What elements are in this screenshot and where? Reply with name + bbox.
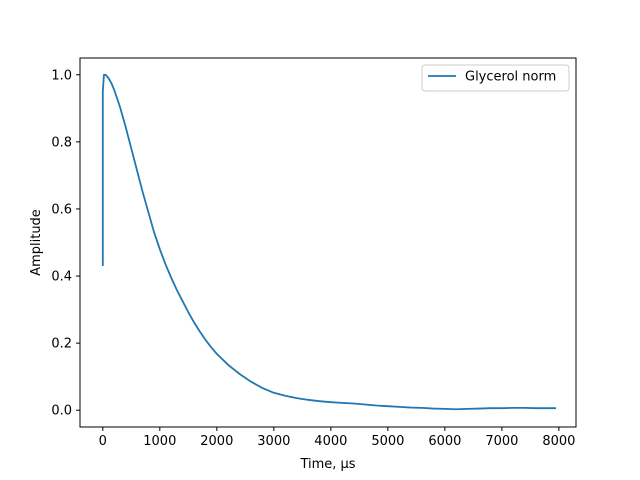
legend-label: Glycerol norm: [465, 70, 556, 85]
x-tick-label: 7000: [485, 434, 518, 449]
y-axis-ticks: 0.0 0.2 0.4 0.6 0.8 1.0: [51, 68, 80, 419]
y-tick-label: 0.2: [51, 337, 72, 352]
legend-box: [421, 64, 570, 92]
x-tick-label: 6000: [428, 434, 461, 449]
x-tick-label: 4000: [314, 434, 347, 449]
x-axis-label: Time, µs: [299, 457, 355, 472]
x-tick-label: 1000: [143, 434, 176, 449]
x-tick-label: 3000: [257, 434, 290, 449]
series-line-glycerol-norm: [101, 73, 557, 411]
x-tick-label: 8000: [542, 434, 575, 449]
y-tick-label: 0.4: [51, 270, 72, 285]
plot-area: [80, 58, 576, 427]
x-tick-label: 0: [99, 434, 107, 449]
x-tick-label: 2000: [200, 434, 233, 449]
y-tick-label: 1.0: [51, 68, 72, 83]
y-tick-label: 0.8: [51, 135, 72, 150]
series-layer: [101, 73, 557, 411]
x-tick-label: 5000: [371, 434, 404, 449]
y-tick-label: 0.6: [51, 202, 72, 217]
legend: Glycerol norm: [421, 64, 570, 92]
y-axis-label: Amplitude: [29, 209, 44, 276]
y-tick-label: 0.0: [51, 404, 72, 419]
x-axis-ticks: 0 1000 2000 3000 4000 5000 6000 7000 8000: [99, 427, 575, 449]
plot-frame: [79, 57, 577, 428]
